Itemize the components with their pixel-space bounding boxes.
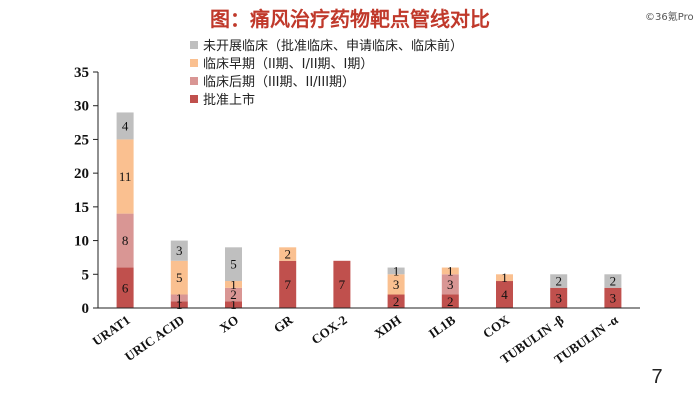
legend-label: 临床早期（II期、I/II期、I期） bbox=[203, 57, 373, 72]
bar-segment bbox=[333, 260, 351, 308]
bar-segment bbox=[116, 213, 134, 268]
data-label: 8 bbox=[122, 233, 129, 248]
y-tick-label: 10 bbox=[74, 234, 89, 250]
data-label: 11 bbox=[119, 169, 132, 184]
data-label: 1 bbox=[501, 270, 508, 285]
data-label: 3 bbox=[447, 277, 454, 292]
y-tick-label: 35 bbox=[74, 65, 89, 81]
legend-label: 未开展临床（批准临床、申请临床、临床前） bbox=[203, 38, 463, 54]
bar-segment bbox=[441, 274, 459, 295]
y-tick-label: 0 bbox=[82, 301, 90, 317]
bar-segment bbox=[550, 274, 568, 288]
data-label: 5 bbox=[176, 270, 183, 285]
data-label: 1 bbox=[176, 290, 183, 305]
data-label: 2 bbox=[230, 287, 237, 302]
bar-segment bbox=[604, 274, 622, 288]
x-tick-label: XO bbox=[217, 312, 242, 335]
x-tick-label: URIC ACID bbox=[122, 312, 187, 364]
y-tick-label: 30 bbox=[74, 99, 89, 115]
bar-segment bbox=[496, 281, 513, 308]
data-label: 2 bbox=[610, 274, 617, 289]
bar-segment bbox=[225, 281, 242, 288]
watermark: ©36氪Pro bbox=[645, 10, 694, 23]
data-label: 1 bbox=[230, 297, 237, 312]
y-tick-label: 15 bbox=[74, 200, 89, 216]
legend-label: 临床后期（III期、II/III期） bbox=[203, 75, 355, 90]
x-tick-label: GR bbox=[271, 312, 296, 336]
bar-segment bbox=[116, 112, 134, 140]
y-tick-label: 25 bbox=[74, 132, 89, 148]
bar-segment bbox=[387, 267, 405, 275]
x-tick-label: XDH bbox=[372, 312, 404, 341]
data-label: 2 bbox=[555, 274, 562, 289]
data-label: 3 bbox=[393, 277, 400, 292]
bar-segment bbox=[604, 287, 622, 308]
bar-segment bbox=[279, 260, 297, 308]
y-axis: 0 5 10 15 20 25 30 35 bbox=[74, 65, 99, 317]
legend-swatch bbox=[190, 77, 198, 85]
data-label: 5 bbox=[230, 257, 237, 272]
data-label: 7 bbox=[284, 277, 291, 292]
data-label: 3 bbox=[555, 290, 562, 305]
legend-swatch bbox=[190, 41, 198, 49]
data-label: 7 bbox=[339, 277, 346, 292]
bar-segment bbox=[496, 274, 513, 282]
bar-segment bbox=[279, 247, 297, 261]
x-tick-label: COX-2 bbox=[308, 312, 349, 347]
data-label: 1 bbox=[176, 297, 183, 312]
bar-segment bbox=[225, 247, 242, 282]
data-label: 1 bbox=[393, 263, 400, 278]
bar-segment bbox=[441, 267, 459, 275]
legend-swatch bbox=[190, 59, 198, 67]
bar-segment bbox=[225, 287, 242, 302]
data-label: 2 bbox=[393, 294, 400, 309]
bar-segment bbox=[170, 240, 188, 261]
data-label: 2 bbox=[284, 247, 291, 262]
y-tick-label: 20 bbox=[74, 166, 89, 182]
chart-title: 图：痛风治疗药物靶点管线对比 bbox=[210, 7, 490, 31]
bar-segment bbox=[441, 294, 459, 308]
data-label: 1 bbox=[230, 277, 237, 292]
bar-segment bbox=[170, 301, 188, 308]
data-label: 2 bbox=[447, 294, 454, 309]
legend-label: 批准上市 bbox=[203, 92, 255, 108]
bar-segment bbox=[170, 260, 188, 295]
data-label: 3 bbox=[176, 243, 183, 258]
page-number: 7 bbox=[651, 366, 662, 388]
data-label: 4 bbox=[501, 287, 508, 302]
legend: 未开展临床（批准临床、申请临床、临床前） 临床早期（II期、I/II期、I期） 临床… bbox=[190, 38, 463, 108]
bar-segment bbox=[116, 139, 134, 214]
data-label: 6 bbox=[122, 280, 129, 295]
bar-segment bbox=[116, 267, 134, 308]
bar-segment bbox=[550, 287, 568, 308]
data-label: 1 bbox=[447, 263, 454, 278]
x-tick-label: IL1B bbox=[426, 312, 459, 341]
x-tick-label: COX bbox=[480, 312, 513, 341]
bar-segment bbox=[170, 294, 188, 302]
bar-segment bbox=[225, 301, 242, 308]
legend-swatch bbox=[190, 95, 198, 103]
x-tick-label: URAT1 bbox=[90, 312, 133, 349]
data-label: 3 bbox=[610, 290, 617, 305]
y-tick-label: 5 bbox=[82, 267, 90, 283]
bar-segment bbox=[387, 294, 405, 308]
data-label: 4 bbox=[122, 118, 129, 133]
bar-segment bbox=[387, 274, 405, 295]
